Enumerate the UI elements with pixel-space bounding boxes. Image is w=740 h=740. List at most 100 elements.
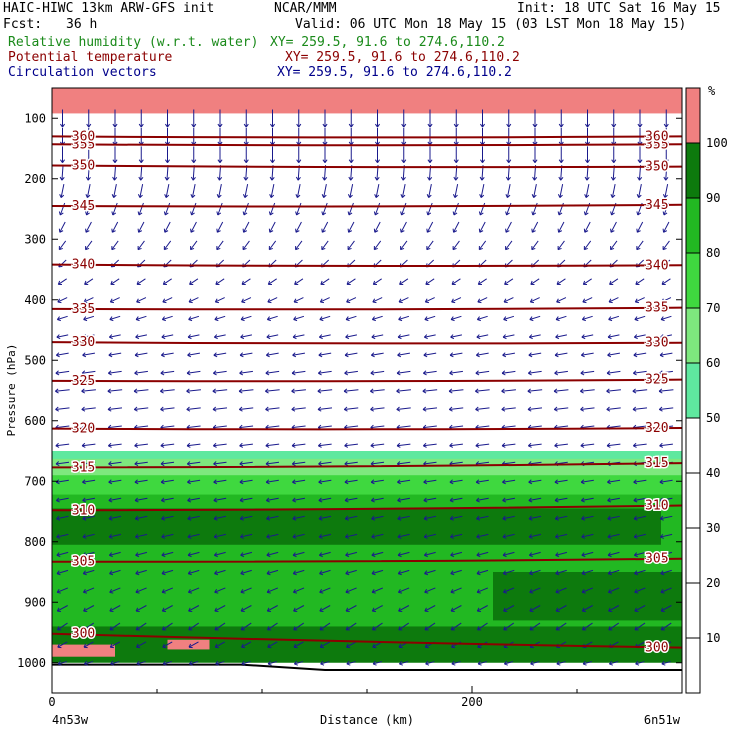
wind-vector-661 xyxy=(398,605,410,612)
wind-vector-432 xyxy=(55,443,70,447)
wind-vector-head-659 xyxy=(345,607,350,613)
wind-vector-head-219 xyxy=(136,280,141,285)
wind-vector-669 xyxy=(608,605,620,612)
wind-vector-head-81 xyxy=(295,176,301,181)
wind-vector-316 xyxy=(161,352,174,356)
wind-vector-301 xyxy=(397,334,410,338)
wind-vector-616 xyxy=(476,569,489,575)
wind-vector-593 xyxy=(502,551,515,556)
wind-vector-head-629 xyxy=(187,588,193,594)
wind-vector-463 xyxy=(239,461,253,465)
wind-vector-head-119 xyxy=(662,194,668,198)
wind-vector-head-731 xyxy=(346,660,351,666)
wind-vector-head-366 xyxy=(212,388,217,394)
wind-vector-head-463 xyxy=(239,461,244,467)
theta-label-right-320: 320 xyxy=(645,421,668,436)
wind-vector-175 xyxy=(242,240,250,250)
wind-vector-head-134 xyxy=(426,211,432,216)
wind-vector-317 xyxy=(187,352,200,356)
wind-vector-head-563 xyxy=(345,533,350,539)
wind-vector-620 xyxy=(581,569,594,575)
wind-vector-head-221 xyxy=(189,280,194,285)
wind-vector-592 xyxy=(476,551,489,556)
wind-vector-head-625 xyxy=(82,588,88,594)
wind-vector-455 xyxy=(659,443,673,447)
wind-vector-head-691 xyxy=(555,626,560,631)
wind-vector-head-128 xyxy=(268,211,274,216)
wind-vector-188 xyxy=(583,240,592,250)
wind-vector-head-575 xyxy=(660,533,665,539)
wind-vector-457 xyxy=(82,461,96,465)
wind-vector-244 xyxy=(162,297,173,303)
wind-vector-607 xyxy=(240,569,252,575)
wind-vector-481 xyxy=(82,479,96,483)
wind-vector-head-451 xyxy=(554,442,559,448)
wind-vector-469 xyxy=(397,461,411,465)
wind-vector-head-394 xyxy=(317,406,322,412)
theta-label-left-320: 320 xyxy=(72,422,95,437)
theta-contour-layer: 300 300 305 305 310 310 315 315 320 320 325 325 330 3… xyxy=(51,128,683,657)
wind-vector-232 xyxy=(478,278,487,285)
wind-vector-272 xyxy=(267,315,278,320)
wind-vector-305 xyxy=(502,334,515,338)
wind-vector-550 xyxy=(633,515,647,520)
wind-vector-head-245 xyxy=(188,298,193,304)
wind-vector-head-569 xyxy=(502,533,507,539)
wind-vector-257 xyxy=(503,297,514,303)
wind-vector-head-492 xyxy=(370,479,375,485)
wind-vector-head-721 xyxy=(83,660,88,666)
wind-vector-738 xyxy=(530,661,540,665)
wind-vector-head-223 xyxy=(241,280,246,285)
wind-vector-163 xyxy=(558,221,565,233)
wind-vector-625 xyxy=(83,587,95,593)
wind-vector-head-609 xyxy=(292,570,297,576)
wind-vector-179 xyxy=(347,240,355,250)
wind-vector-633 xyxy=(293,587,305,593)
wind-vector-head-633 xyxy=(292,588,298,594)
theta-label-right-340: 340 xyxy=(645,258,668,273)
theta-contour-340 xyxy=(51,263,683,267)
wind-vector-head-687 xyxy=(450,626,455,631)
wind-vector-head-539 xyxy=(344,515,349,521)
wind-vector-115 xyxy=(559,184,564,198)
wind-vector-head-670 xyxy=(634,607,639,613)
wind-vector-398 xyxy=(422,407,438,410)
wind-vector-head-618 xyxy=(529,570,534,576)
wind-vector-451 xyxy=(554,443,568,447)
wind-vector-392 xyxy=(265,407,280,410)
wind-vector-659 xyxy=(345,605,357,612)
wind-vector-head-247 xyxy=(241,298,246,304)
wind-vector-head-396 xyxy=(370,406,374,412)
wind-vector-head-69 xyxy=(611,159,617,163)
wind-vector-96 xyxy=(60,184,65,198)
wind-vector-516 xyxy=(371,497,384,502)
wind-vector-662 xyxy=(424,605,436,612)
wind-vector-394 xyxy=(317,407,333,410)
wind-vector-head-294 xyxy=(213,334,218,340)
wind-vector-548 xyxy=(581,515,594,520)
wind-vector-269 xyxy=(188,315,200,320)
wind-vector-703 xyxy=(241,641,252,648)
wind-vector-388 xyxy=(160,407,175,410)
wind-vector-head-576 xyxy=(56,552,61,558)
wind-vector-386 xyxy=(107,407,123,410)
wind-vector-head-620 xyxy=(581,570,586,576)
wind-vector-149 xyxy=(190,221,197,233)
wind-vector-head-526 xyxy=(633,497,638,503)
wind-vector-472 xyxy=(475,461,490,465)
wind-vector-head-325 xyxy=(397,352,402,358)
wind-vector-220 xyxy=(163,278,172,285)
wind-vector-head-156 xyxy=(373,228,379,233)
wind-vector-head-498 xyxy=(528,479,533,485)
wind-vector-head-494 xyxy=(423,479,428,485)
wind-vector-583 xyxy=(240,551,253,556)
wind-vector-380 xyxy=(580,389,595,392)
wind-vector-306 xyxy=(529,334,541,338)
wind-vector-head-553 xyxy=(82,533,87,539)
wind-vector-126 xyxy=(217,202,223,216)
init-time: Init: 18 UTC Sat 16 May 15 xyxy=(517,1,721,16)
wind-vector-head-14 xyxy=(427,123,433,128)
wind-vector-409 xyxy=(81,425,96,429)
wind-vector-head-663 xyxy=(450,607,455,613)
wind-vector-443 xyxy=(344,443,358,447)
